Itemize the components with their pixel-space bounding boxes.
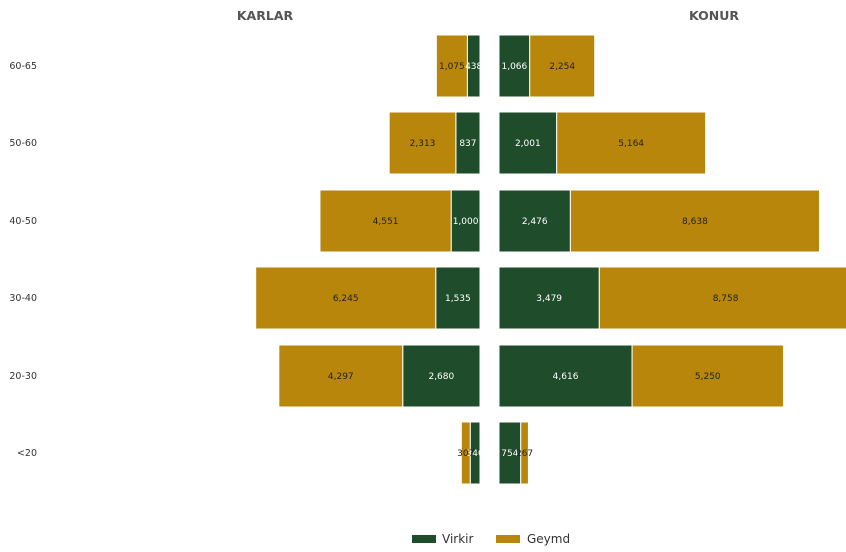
value-label-right-geymd: 5,250 bbox=[695, 372, 721, 382]
value-label-left-geymd: 4,551 bbox=[373, 217, 399, 227]
value-label-left-virkir: 1,535 bbox=[445, 294, 471, 304]
bar-right-geymd bbox=[529, 34, 596, 98]
value-label-left-geymd: 4,297 bbox=[328, 372, 354, 382]
category-label: 60-65 bbox=[9, 61, 37, 72]
value-label-right-virkir: 2,476 bbox=[522, 217, 548, 227]
category-label: 50-60 bbox=[9, 138, 37, 149]
bar-left-geymd bbox=[255, 266, 437, 330]
value-label-right-virkir: 754 bbox=[501, 449, 518, 459]
category-label: 40-50 bbox=[9, 216, 37, 227]
bar-right-virkir bbox=[498, 189, 571, 253]
bar-right-virkir bbox=[498, 34, 531, 98]
value-label-left-virkir: 438 bbox=[465, 62, 482, 72]
bar-right-virkir bbox=[498, 344, 633, 408]
legend: Virkir Geymd bbox=[412, 532, 570, 546]
value-label-right-geymd: 2,254 bbox=[549, 62, 575, 72]
value-label-right-geymd: 5,164 bbox=[618, 139, 644, 149]
category-labels-layer: 60-65 50-60 40-50 30-40 20-30 <20 bbox=[9, 61, 37, 459]
value-label-right-geymd: 8,638 bbox=[682, 217, 708, 227]
bar-right-geymd bbox=[631, 344, 784, 408]
legend-label-virkir: Virkir bbox=[442, 532, 473, 546]
panel-title-right: KONUR bbox=[689, 8, 739, 23]
bar-right-geymd bbox=[520, 421, 529, 485]
value-label-left-virkir: 1,000 bbox=[453, 217, 479, 227]
value-label-left-virkir: 340 bbox=[467, 449, 484, 459]
value-label-left-virkir: 837 bbox=[459, 139, 476, 149]
bar-right-geymd bbox=[598, 266, 846, 330]
value-label-right-virkir: 2,001 bbox=[515, 139, 541, 149]
value-label-right-virkir: 1,066 bbox=[501, 62, 527, 72]
value-label-left-geymd: 1,075 bbox=[439, 62, 465, 72]
bar-right-geymd bbox=[556, 111, 707, 175]
legend-swatch-geymd bbox=[496, 535, 520, 543]
value-label-left-geymd: 6,245 bbox=[333, 294, 359, 304]
category-label: 20-30 bbox=[9, 371, 37, 382]
value-label-right-virkir: 3,479 bbox=[536, 294, 562, 304]
value-label-left-geymd: 2,313 bbox=[410, 139, 436, 149]
bar-right-virkir bbox=[498, 111, 558, 175]
bar-left-virkir bbox=[455, 111, 481, 175]
panel-title-left: KARLAR bbox=[237, 8, 294, 23]
bar-left-geymd bbox=[319, 189, 452, 253]
legend-label-geymd: Geymd bbox=[527, 532, 570, 546]
bar-left-geymd bbox=[388, 111, 457, 175]
value-label-left-geymd: 307 bbox=[457, 449, 474, 459]
legend-swatch-virkir bbox=[412, 535, 436, 543]
value-label-right-geymd: 8,758 bbox=[713, 294, 739, 304]
bars-layer bbox=[255, 34, 846, 485]
category-label: <20 bbox=[17, 448, 37, 459]
value-label-right-geymd: 267 bbox=[516, 449, 533, 459]
bar-left-geymd bbox=[435, 34, 468, 98]
value-label-left-virkir: 2,680 bbox=[428, 372, 454, 382]
bar-left-geymd bbox=[460, 421, 471, 485]
bar-left-geymd bbox=[278, 344, 404, 408]
category-label: 30-40 bbox=[9, 293, 37, 304]
bar-left-virkir bbox=[435, 266, 481, 330]
bar-left-virkir bbox=[402, 344, 481, 408]
bar-right-virkir bbox=[498, 266, 600, 330]
value-label-right-virkir: 4,616 bbox=[553, 372, 579, 382]
bar-right-geymd bbox=[569, 189, 820, 253]
